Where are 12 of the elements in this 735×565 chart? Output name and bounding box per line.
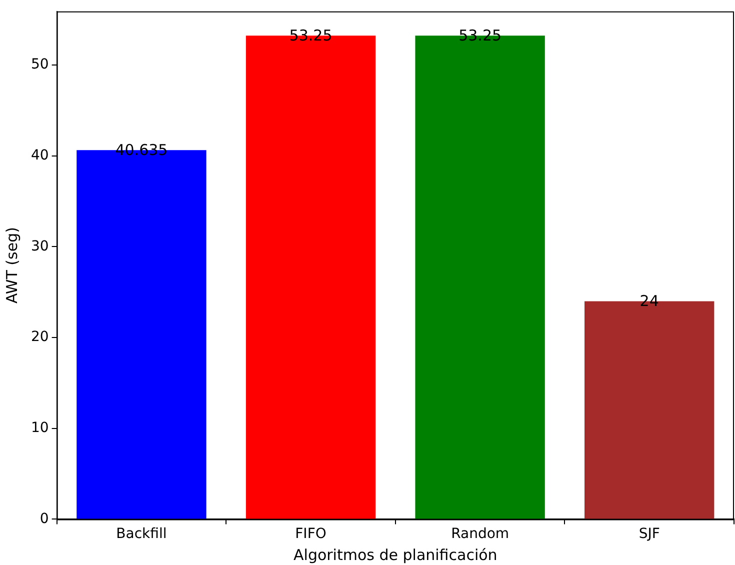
y-tick-label: 30: [30, 238, 49, 254]
x-tick-label: FIFO: [295, 526, 326, 542]
y-tick-label: 50: [30, 56, 49, 73]
y-tick-label: 10: [30, 420, 49, 436]
x-tick-label: SJF: [638, 526, 660, 542]
y-tick-label: 40: [30, 148, 49, 164]
x-tick-label: Random: [451, 526, 510, 542]
x-tick-label: Backfill: [116, 526, 167, 542]
y-tick-label: 0: [40, 510, 49, 527]
x-axis-title: Algoritmos de planificación: [294, 546, 498, 564]
y-axis-title: AWT (seg): [2, 227, 21, 304]
y-tick-label: 20: [30, 329, 49, 346]
